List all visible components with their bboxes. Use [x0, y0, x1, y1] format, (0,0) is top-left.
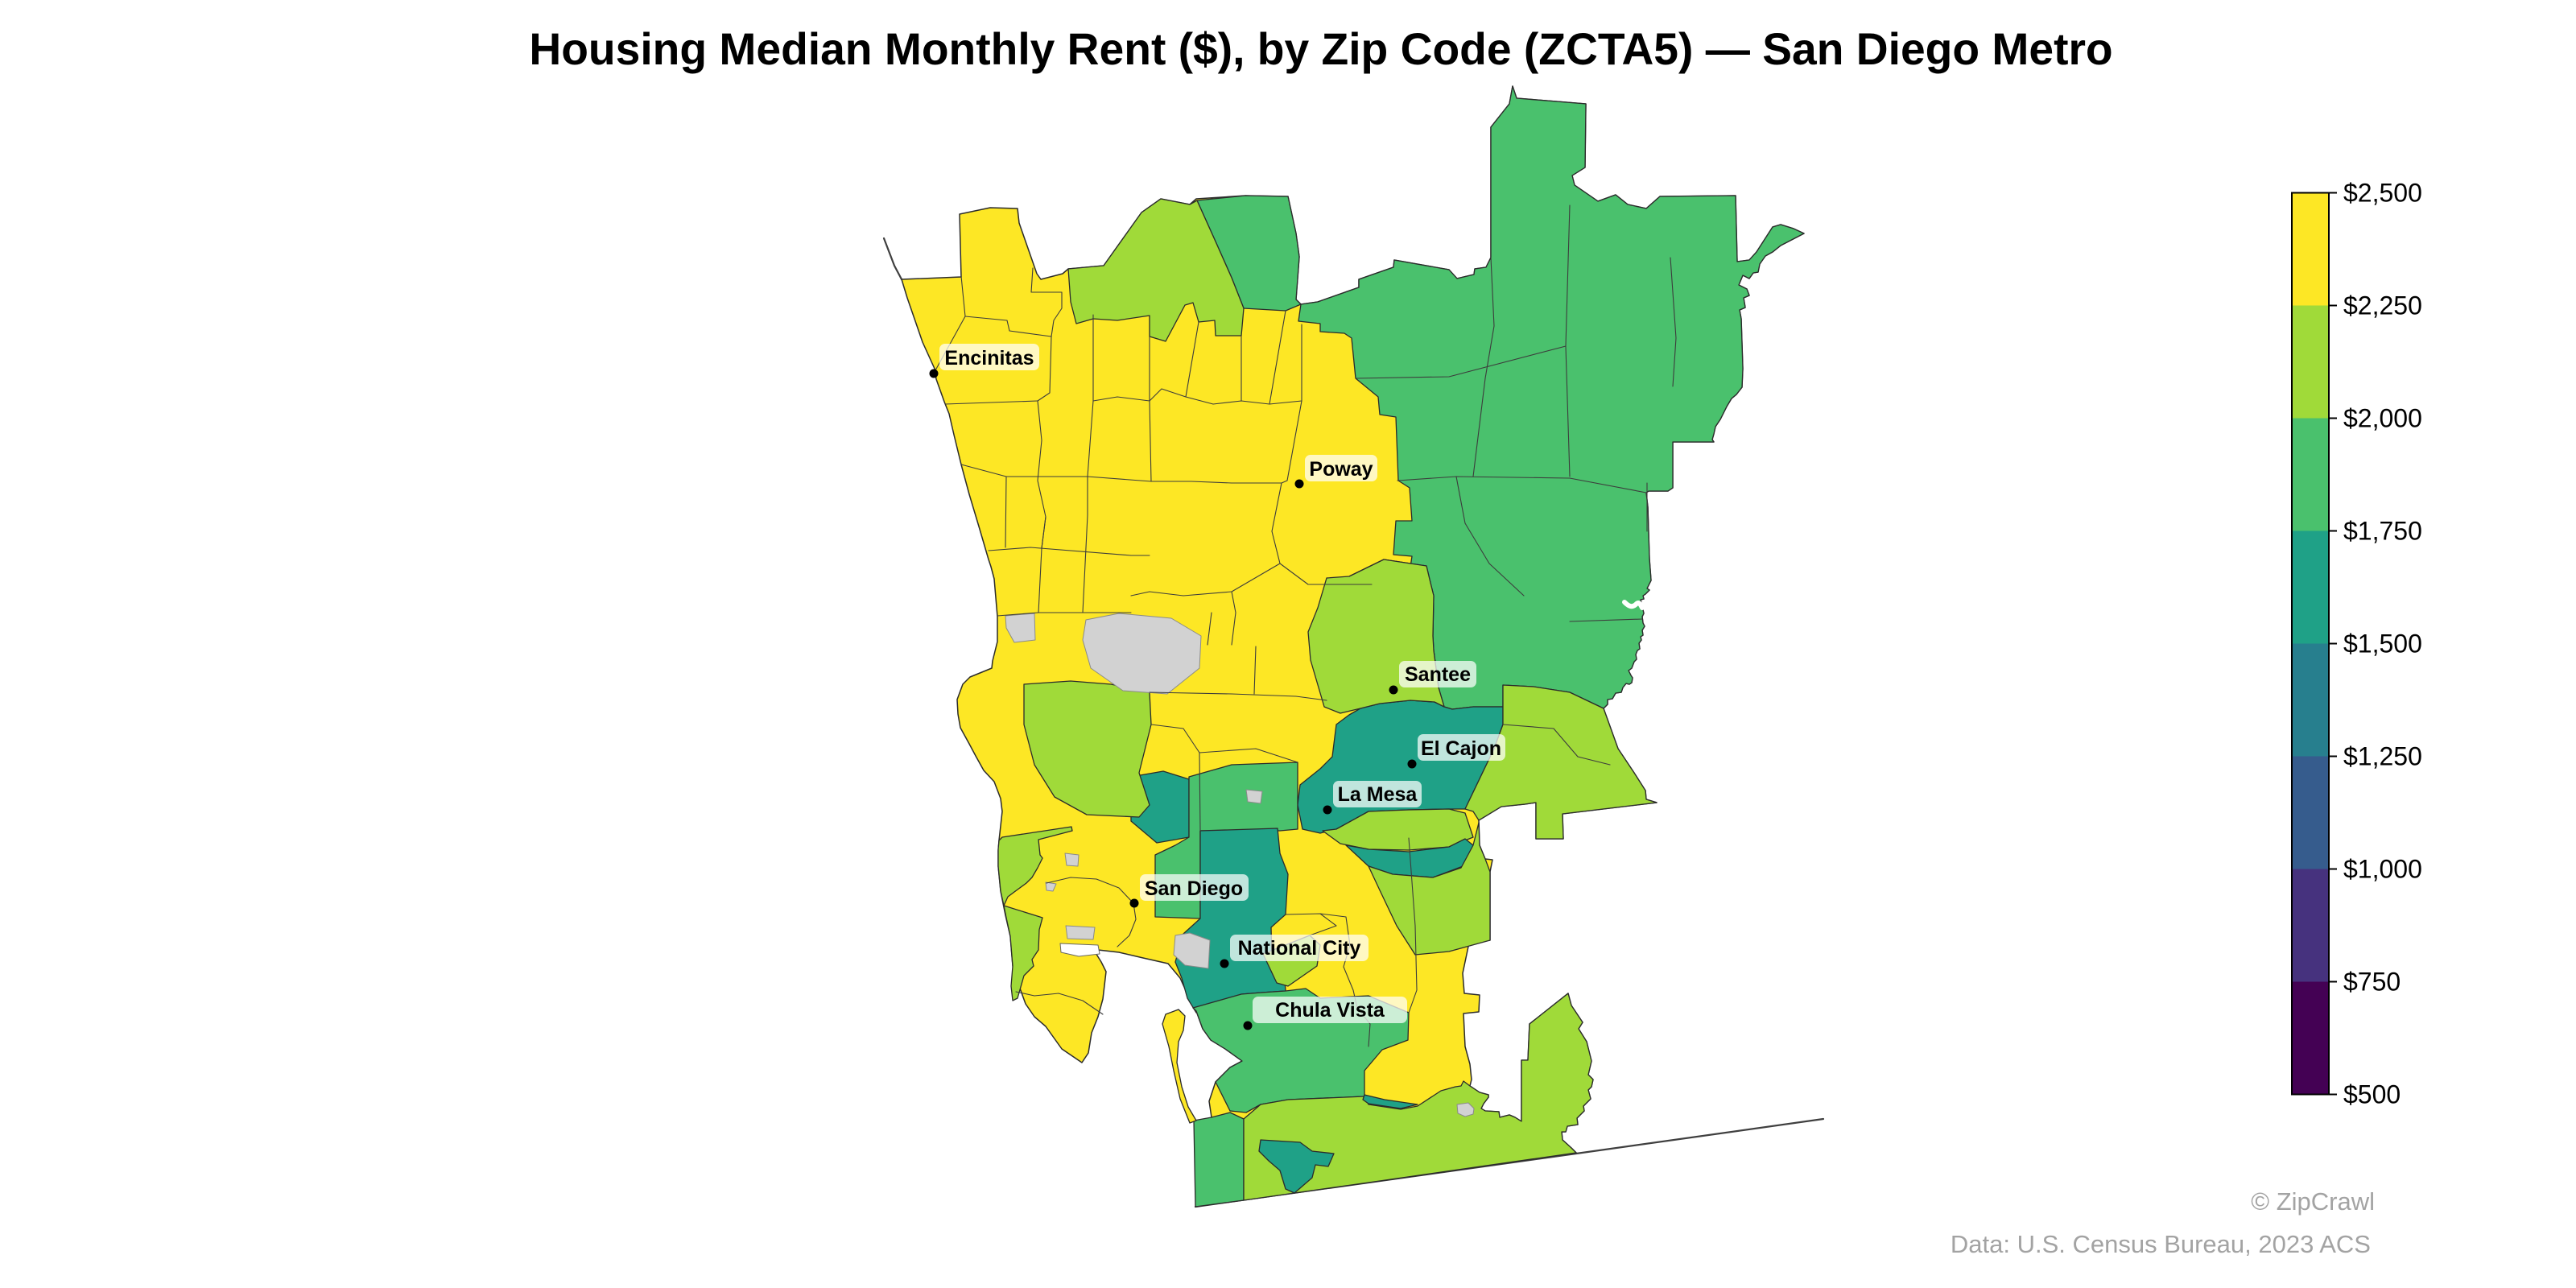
- svg-text:$2,000: $2,000: [2343, 404, 2422, 433]
- svg-text:National City: National City: [1238, 937, 1361, 960]
- svg-text:$2,500: $2,500: [2343, 179, 2422, 208]
- svg-text:$1,750: $1,750: [2343, 517, 2422, 546]
- svg-text:$750: $750: [2343, 968, 2401, 997]
- svg-text:La Mesa: La Mesa: [1338, 783, 1418, 806]
- svg-text:Data: U.S. Census Bureau, 2023: Data: U.S. Census Bureau, 2023 ACS: [1951, 1230, 2371, 1258]
- svg-text:Santee: Santee: [1405, 663, 1471, 686]
- svg-text:$500: $500: [2343, 1080, 2401, 1109]
- svg-text:$1,000: $1,000: [2343, 855, 2422, 884]
- svg-text:© ZipCrawl: © ZipCrawl: [2251, 1187, 2375, 1216]
- svg-text:Poway: Poway: [1309, 458, 1373, 481]
- svg-text:Chula Vista: Chula Vista: [1275, 999, 1385, 1022]
- svg-text:$2,250: $2,250: [2343, 291, 2422, 320]
- svg-text:Encinitas: Encinitas: [944, 347, 1034, 369]
- svg-text:Housing Median Monthly Rent ($: Housing Median Monthly Rent ($), by Zip …: [529, 24, 2112, 74]
- svg-text:San Diego: San Diego: [1145, 877, 1243, 900]
- svg-text:El Cajon: El Cajon: [1421, 737, 1501, 760]
- svg-text:$1,250: $1,250: [2343, 742, 2422, 771]
- svg-text:$1,500: $1,500: [2343, 630, 2422, 658]
